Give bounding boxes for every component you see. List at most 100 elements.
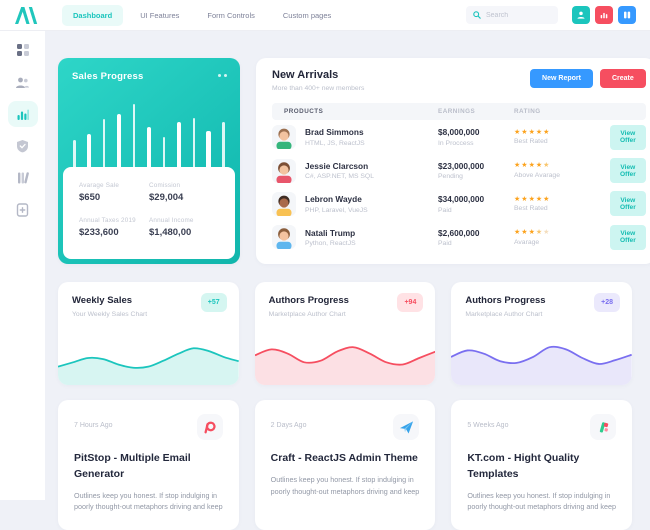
view-offer-button[interactable]: View Offer (610, 191, 646, 216)
card-subtitle: Your Weekly Sales Chart (72, 311, 225, 318)
member-name: Jessie Clarcson (305, 161, 374, 171)
left-sidebar (0, 31, 45, 500)
view-offer-button[interactable]: View Offer (610, 225, 646, 250)
bar-chart-icon (16, 107, 30, 121)
search-input[interactable] (486, 12, 551, 19)
member-name: Brad Simmons (305, 127, 365, 137)
grid-icon (16, 43, 30, 57)
card-subtitle: Marketplace Author Chart (269, 311, 422, 318)
earnings-value: $2,600,000 (438, 228, 514, 238)
new-arrivals-title: New Arrivals (272, 69, 364, 81)
stat-commission: Comission $29,004 (149, 182, 219, 209)
nav-item-ui-features[interactable]: UI Features (129, 5, 190, 26)
authors-progress-card: Authors Progress Marketplace Author Char… (255, 282, 436, 385)
library-icon (16, 171, 30, 185)
news-title[interactable]: Craft - ReactJS Admin Theme (271, 451, 420, 467)
search-box[interactable] (466, 6, 558, 24)
earnings-value: $23,000,000 (438, 161, 514, 171)
view-offer-button[interactable]: View Offer (610, 125, 646, 150)
new-arrivals-card: New Arrivals More than 400+ new members … (256, 58, 650, 264)
member-skills: Python, ReactJS (305, 240, 356, 247)
news-body: Outlines keep you honest. If stop indulg… (74, 490, 223, 514)
news-card-pitstop: 7 Hours Ago PitStop - Multiple Email Gen… (58, 400, 239, 530)
news-time: 7 Hours Ago (74, 422, 113, 429)
search-icon (473, 11, 481, 19)
area-chart (58, 331, 239, 385)
new-report-button[interactable]: New Report (530, 69, 593, 88)
rating-label: Best Rated (514, 138, 610, 145)
news-card-craft: 2 Days Ago Craft - ReactJS Admin Theme O… (255, 400, 436, 530)
delta-badge: +28 (594, 293, 620, 312)
sidebar-item-new-file[interactable] (8, 197, 38, 223)
user-icon (576, 10, 586, 20)
nav-item-form-controls[interactable]: Form Controls (196, 5, 266, 26)
main-content: Sales Progress Avarage Sale $650 Comissi… (45, 31, 650, 500)
earnings-status: Paid (438, 240, 514, 247)
pitstop-logo-icon (197, 414, 223, 440)
new-arrivals-subtitle: More than 400+ new members (272, 85, 364, 92)
avatar (272, 159, 296, 183)
table-row: Jessie Clarcson C#, ASP.NET, MS SQL $23,… (272, 154, 646, 187)
avatar (272, 225, 296, 249)
nav-item-dashboard[interactable]: Dashboard (62, 5, 123, 26)
layout-button[interactable] (618, 6, 636, 24)
sidebar-item-security[interactable] (8, 133, 38, 159)
card-subtitle: Marketplace Author Chart (465, 311, 618, 318)
avatar (272, 192, 296, 216)
member-skills: C#, ASP.NET, MS SQL (305, 173, 374, 180)
earnings-status: Pending (438, 173, 514, 180)
news-body: Outlines keep you honest. If stop indulg… (271, 474, 420, 498)
news-title[interactable]: KT.com - Hight Quality Templates (467, 451, 616, 483)
sidebar-item-dashboard[interactable] (8, 37, 38, 63)
news-title[interactable]: PitStop - Multiple Email Generator (74, 451, 223, 483)
earnings-status: In Proccess (438, 140, 514, 147)
star-rating: ★★★★★ (514, 162, 610, 169)
area-chart (451, 331, 632, 385)
sidebar-item-users[interactable] (8, 69, 38, 95)
stat-annual-taxes: Annual Taxes 2019 $233,600 (79, 217, 149, 244)
create-button[interactable]: Create (600, 69, 646, 88)
more-dots-icon[interactable] (218, 74, 227, 77)
earnings-value: $8,000,000 (438, 127, 514, 137)
sales-progress-title: Sales Progress (72, 71, 143, 82)
sales-progress-bar-chart (73, 95, 225, 167)
user-button[interactable] (572, 6, 590, 24)
brand-mark-icon (14, 6, 40, 24)
member-name: Natali Trump (305, 228, 356, 238)
column-rating: RATING (514, 108, 610, 115)
rating-label: Best Rated (514, 205, 610, 212)
column-products: PRODUCTS (272, 108, 438, 115)
sidebar-item-library[interactable] (8, 165, 38, 191)
member-skills: HTML, JS, ReactJS (305, 140, 365, 147)
view-offer-button[interactable]: View Offer (610, 158, 646, 183)
kt-logo-icon (590, 414, 616, 440)
sales-progress-card: Sales Progress Avarage Sale $650 Comissi… (58, 58, 240, 264)
rating-label: Above Avarage (514, 172, 610, 179)
earnings-value: $34,000,000 (438, 194, 514, 204)
main-nav: Dashboard UI Features Form Controls Cust… (62, 5, 342, 26)
file-plus-icon (16, 203, 29, 217)
top-navbar: Dashboard UI Features Form Controls Cust… (0, 0, 650, 31)
bar-chart-icon (599, 10, 609, 20)
weekly-sales-card: Weekly Sales Your Weekly Sales Chart +57 (58, 282, 239, 385)
nav-item-custom-pages[interactable]: Custom pages (272, 5, 342, 26)
table-row: Lebron Wayde PHP, Laravel, VueJS $34,000… (272, 187, 646, 220)
shield-icon (16, 139, 29, 153)
stats-button[interactable] (595, 6, 613, 24)
earnings-status: Paid (438, 207, 514, 214)
stat-average-sale: Avarage Sale $650 (79, 182, 149, 209)
news-card-kt: 5 Weeks Ago KT.com - Hight Quality Templ… (451, 400, 632, 530)
row-top: Sales Progress Avarage Sale $650 Comissi… (58, 58, 632, 264)
member-name: Lebron Wayde (305, 194, 368, 204)
columns-icon (622, 10, 632, 20)
news-time: 5 Weeks Ago (467, 422, 508, 429)
paper-plane-icon (393, 414, 419, 440)
users-icon (15, 76, 30, 89)
sidebar-item-analytics[interactable] (8, 101, 38, 127)
rating-label: Avarage (514, 239, 610, 246)
news-time: 2 Days Ago (271, 422, 307, 429)
delta-badge: +94 (397, 293, 423, 312)
star-rating: ★★★★★ (514, 229, 610, 236)
avatar (272, 125, 296, 149)
area-chart (255, 331, 436, 385)
